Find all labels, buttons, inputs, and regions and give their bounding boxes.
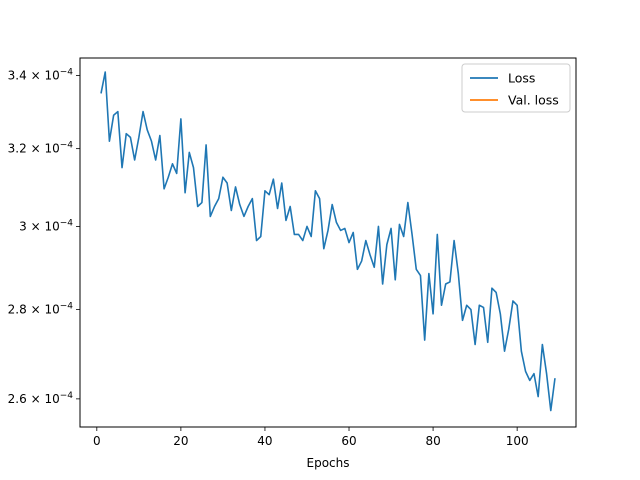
y-tick-label: 3 × 10−4 xyxy=(19,218,73,233)
y-tick-label: 3.2 × 10−4 xyxy=(8,141,74,156)
x-tick-label: 20 xyxy=(173,434,188,448)
legend-label: Val. loss xyxy=(508,93,559,108)
y-axis-ticks: 2.6 × 10−4 2.8 × 10−4 3 × 10−4 3.2 × 10−4 3.… xyxy=(8,68,80,406)
x-axis-ticks: 0 20 40 60 80 100 xyxy=(93,427,529,448)
y-tick-label: 2.6 × 10−4 xyxy=(8,391,74,406)
legend-label: Loss xyxy=(508,71,535,86)
legend: Loss Val. loss xyxy=(461,63,571,113)
x-tick-label: 0 xyxy=(93,434,101,448)
series-layer xyxy=(100,71,556,412)
x-axis-label: Epochs xyxy=(307,456,350,470)
y-tick-label: 3.4 × 10−4 xyxy=(8,68,74,83)
series-line-loss xyxy=(100,71,556,412)
axes-frame xyxy=(79,57,577,428)
y-tick-label: 2.8 × 10−4 xyxy=(8,302,74,317)
x-tick-label: 60 xyxy=(341,434,356,448)
x-tick-label: 100 xyxy=(506,434,529,448)
x-tick-label: 80 xyxy=(425,434,440,448)
x-tick-label: 40 xyxy=(257,434,272,448)
